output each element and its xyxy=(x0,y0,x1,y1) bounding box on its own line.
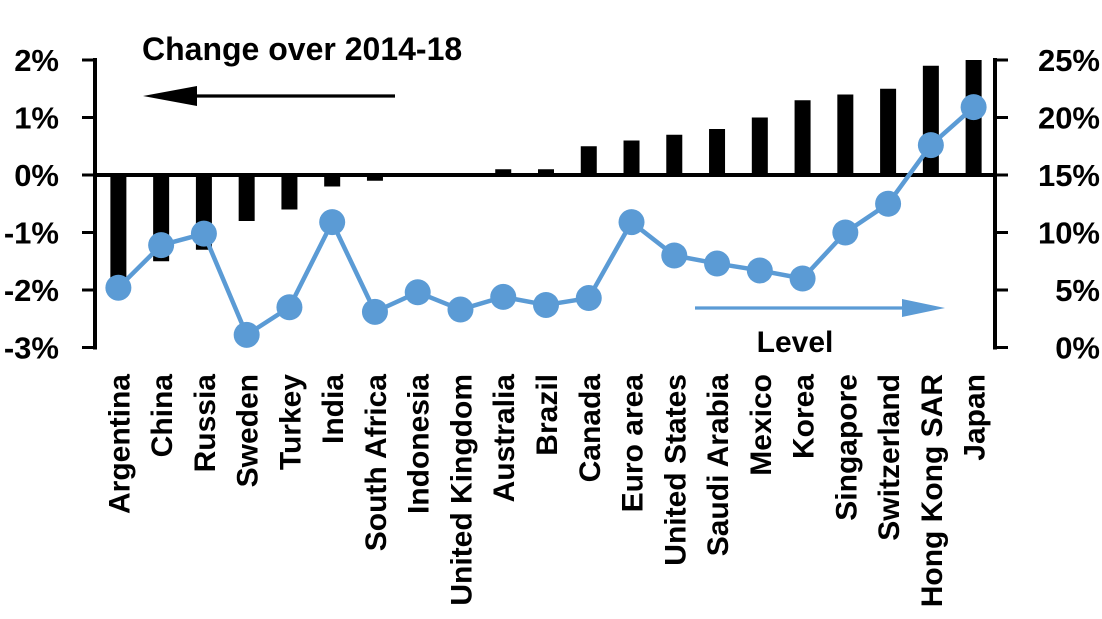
right-axis-tick-label: 25% xyxy=(1038,43,1100,78)
point-saudi-arabia xyxy=(704,250,731,277)
point-united-kingdom xyxy=(447,296,474,323)
point-south-africa xyxy=(361,298,388,325)
chart-title: Change over 2014-18 xyxy=(142,31,462,67)
x-axis-label: Korea xyxy=(788,374,821,459)
point-switzerland xyxy=(875,190,902,217)
bar-south-africa xyxy=(366,175,383,181)
bar-brazil xyxy=(538,169,554,175)
right-axis-tick-label: 5% xyxy=(1055,273,1100,308)
bar-mexico xyxy=(751,117,768,175)
point-china xyxy=(148,232,175,259)
bar-hong-kong-sar xyxy=(922,65,939,175)
x-axis-label: Turkey xyxy=(274,374,307,470)
x-axis-label: United Kingdom xyxy=(445,374,478,606)
x-axis-label: Brazil xyxy=(531,374,564,456)
point-singapore xyxy=(832,219,859,246)
point-mexico xyxy=(746,257,773,284)
right-axis-tick-label: 20% xyxy=(1038,101,1100,136)
left-axis-tick-label: 0% xyxy=(14,158,59,193)
right-axis-tick-label: 10% xyxy=(1038,216,1100,251)
x-axis-label: Switzerland xyxy=(873,374,906,541)
change-arrow-head xyxy=(143,86,197,106)
point-brazil xyxy=(533,291,559,318)
right-axis-tick-label: 15% xyxy=(1038,158,1100,193)
bar-saudi-arabia xyxy=(709,129,726,175)
bar-united-states xyxy=(666,134,683,175)
x-axis-label: Japan xyxy=(959,374,992,461)
bar-euro-area xyxy=(623,140,640,175)
point-argentina xyxy=(105,274,132,301)
x-axis-label: Saudi Arabia xyxy=(702,374,735,557)
x-axis-label: Canada xyxy=(574,374,607,483)
left-axis-tick-label: 1% xyxy=(14,101,59,136)
x-axis-label: China xyxy=(146,374,179,458)
x-axis-label: Singapore xyxy=(830,374,863,521)
bar-argentina xyxy=(110,175,127,279)
bar-korea xyxy=(794,100,811,175)
point-euro-area xyxy=(618,209,645,236)
point-australia xyxy=(490,283,517,310)
x-axis-label: Hong Kong SAR xyxy=(916,374,949,608)
point-sweden xyxy=(233,321,260,348)
point-canada xyxy=(575,285,602,312)
x-axis-label: Australia xyxy=(488,374,521,503)
point-united-states xyxy=(661,242,688,269)
bar-turkey xyxy=(281,175,298,210)
x-axis-label: Argentina xyxy=(103,374,136,514)
level-arrow-head xyxy=(902,299,945,317)
x-axis-label: Sweden xyxy=(232,374,265,487)
x-axis-label: Euro area xyxy=(617,374,650,513)
point-turkey xyxy=(276,294,303,321)
left-axis-tick-label: -1% xyxy=(4,216,59,251)
left-axis-tick-label: -2% xyxy=(4,273,59,308)
left-axis-tick-label: -3% xyxy=(4,331,59,366)
bar-sweden xyxy=(238,175,255,221)
x-axis-label: South Africa xyxy=(360,374,393,552)
left-axis-tick-label: 2% xyxy=(14,43,59,78)
point-hong-kong-sar xyxy=(917,132,944,159)
point-russia xyxy=(190,220,217,247)
point-japan xyxy=(960,94,987,121)
bar-australia xyxy=(495,169,512,175)
x-axis-label: Russia xyxy=(189,374,222,473)
x-axis-label: India xyxy=(317,374,350,444)
x-axis-label: Indonesia xyxy=(403,374,436,514)
bar-singapore xyxy=(837,94,854,175)
bar-canada xyxy=(580,146,597,175)
bar-switzerland xyxy=(880,88,897,175)
point-korea xyxy=(789,265,816,292)
point-india xyxy=(319,209,346,236)
x-axis-label: United States xyxy=(659,374,692,566)
right-axis-tick-label: 0% xyxy=(1055,331,1100,366)
bar-india xyxy=(324,175,341,187)
line-series-label: Level xyxy=(757,326,834,359)
point-indonesia xyxy=(404,279,431,306)
x-axis-label: Mexico xyxy=(745,374,778,476)
